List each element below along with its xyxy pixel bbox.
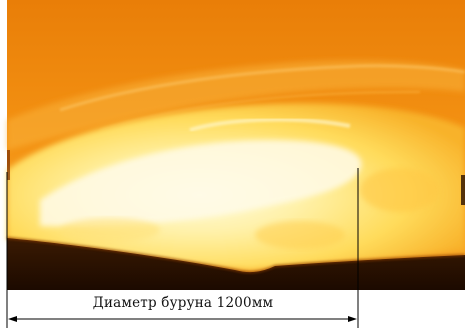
floor-highlight	[6, 237, 465, 274]
vessel-floor	[7, 238, 465, 290]
left-edge	[7, 150, 10, 180]
upper-glow-band	[7, 60, 465, 150]
molten-core	[40, 140, 362, 227]
photo-area	[6, 0, 465, 290]
surface-spot-3	[60, 218, 160, 242]
right-edge	[461, 175, 465, 205]
dimension-arrow-right	[348, 316, 357, 322]
dimension-annotation	[6, 168, 359, 328]
upper-streak	[59, 64, 465, 112]
dimension-caption: Диаметр буруна 1200мм	[92, 295, 274, 311]
upper-streak-2	[99, 91, 421, 131]
molten-ripple	[189, 117, 351, 132]
dimension-arrow-left	[8, 316, 17, 322]
surface-spot	[360, 168, 440, 212]
surface-spot-2	[255, 221, 345, 249]
